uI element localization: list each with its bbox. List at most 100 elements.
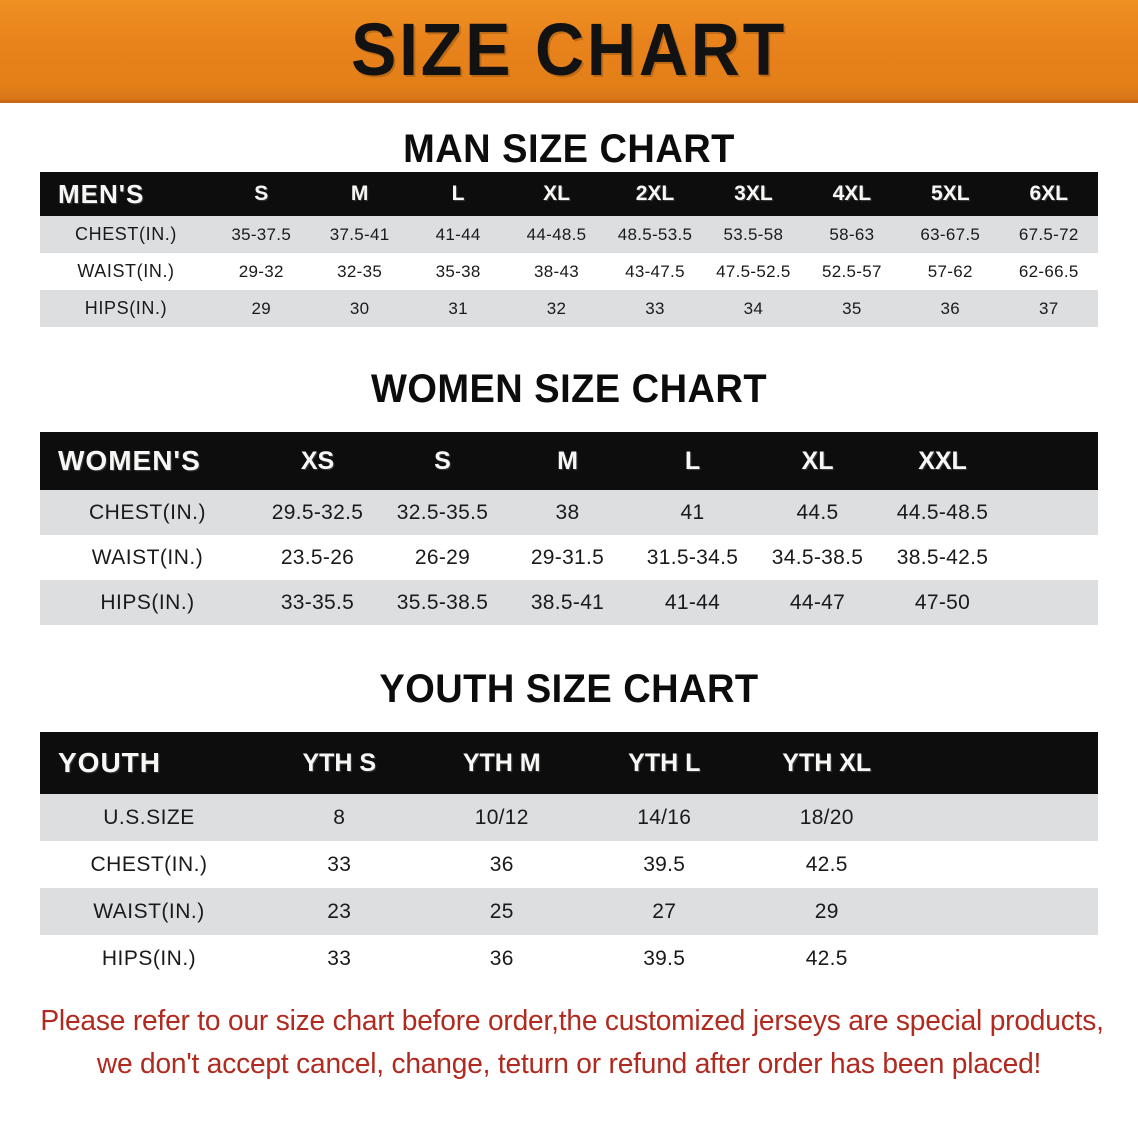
women-cell: 26-29: [380, 535, 505, 580]
women-size-header-xs: XS: [255, 432, 380, 490]
man-size-header-2xl: 2XL: [605, 172, 705, 216]
man-cell: 37: [999, 290, 1098, 327]
youth-cell: 25: [420, 888, 583, 935]
women-section-title: WOMEN SIZE CHART: [370, 367, 768, 411]
women-table-row: CHEST(IN.) 29.5-32.5 32.5-35.5 38 41 44.5 44.5…: [40, 490, 1098, 535]
women-cell: 32.5-35.5: [380, 490, 505, 535]
man-table-body: CHEST(IN.) 35-37.5 37.5-41 41-44 44-48.5 48.5…: [40, 216, 1098, 327]
women-cell: 29.5-32.5: [255, 490, 380, 535]
man-cell: 52.5-57: [802, 253, 902, 290]
page-banner: SIZE CHART: [0, 0, 1138, 103]
youth-row-label: WAIST(IN.): [40, 888, 258, 935]
women-table-header: WOMEN'S XS S M L XL XXL: [40, 432, 1098, 490]
youth-cell: 18/20: [745, 794, 908, 841]
man-cell: 35-37.5: [212, 216, 311, 253]
man-cell: 38-43: [507, 253, 606, 290]
man-size-header-6xl: 6XL: [999, 172, 1098, 216]
youth-cell: 36: [420, 841, 583, 888]
man-cell: 41-44: [408, 216, 508, 253]
youth-cell: 8: [258, 794, 421, 841]
youth-table-header: YOUTH YTH S YTH M YTH L YTH XL: [40, 732, 1098, 794]
women-cell: 35.5-38.5: [380, 580, 505, 625]
youth-size-table: YOUTH YTH S YTH M YTH L YTH XL U.S.SIZE 8 10/…: [40, 732, 1098, 982]
man-cell: 29-32: [212, 253, 311, 290]
man-table-header: MEN'S S M L XL 2XL 3XL 4XL 5XL 6XL: [40, 172, 1098, 216]
man-cell: 35: [802, 290, 902, 327]
man-header-row: MEN'S S M L XL 2XL 3XL 4XL 5XL 6XL: [40, 172, 1098, 216]
man-cell: 43-47.5: [605, 253, 705, 290]
youth-header-filler: [908, 732, 1098, 794]
man-section-title: MAN SIZE CHART: [403, 127, 735, 171]
women-cell: 29-31.5: [505, 535, 630, 580]
women-cell: 34.5-38.5: [755, 535, 880, 580]
women-cell-filler: [1005, 580, 1098, 625]
man-cell: 67.5-72: [999, 216, 1098, 253]
youth-row-label: U.S.SIZE: [40, 794, 258, 841]
women-table-row: WAIST(IN.) 23.5-26 26-29 29-31.5 31.5-34.5 34…: [40, 535, 1098, 580]
youth-cell: 33: [258, 935, 421, 982]
women-cell: 44.5: [755, 490, 880, 535]
youth-table-row: HIPS(IN.) 33 36 39.5 42.5: [40, 935, 1098, 982]
youth-table-body: U.S.SIZE 8 10/12 14/16 18/20 CHEST(IN.) 33 36 39…: [40, 794, 1098, 982]
youth-row-label: HIPS(IN.): [40, 935, 258, 982]
youth-cell: 27: [583, 888, 746, 935]
page-title: SIZE CHART: [350, 8, 788, 91]
man-cell: 36: [901, 290, 1000, 327]
man-size-header-m: M: [310, 172, 409, 216]
women-table-row: HIPS(IN.) 33-35.5 35.5-38.5 38.5-41 41-44 44-…: [40, 580, 1098, 625]
women-size-table-wrap: WOMEN'S XS S M L XL XXL CHEST(IN.) 29.5-32.5 32…: [40, 432, 1098, 625]
women-size-header-m: M: [505, 432, 630, 490]
man-table-row: WAIST(IN.) 29-32 32-35 35-38 38-43 43-47.5 47.…: [40, 253, 1098, 290]
youth-cell: 42.5: [745, 841, 908, 888]
women-cell: 33-35.5: [255, 580, 380, 625]
disclaimer-line-2: we don't accept cancel, change, teturn o…: [96, 1047, 1042, 1080]
women-table-body: CHEST(IN.) 29.5-32.5 32.5-35.5 38 41 44.5 44.5…: [40, 490, 1098, 625]
women-size-header-xl: XL: [755, 432, 880, 490]
youth-size-header-yth-xl: YTH XL: [745, 732, 908, 794]
man-size-table-wrap: MEN'S S M L XL 2XL 3XL 4XL 5XL 6XL CHEST(IN.) 35-…: [40, 172, 1098, 327]
man-size-header-l: L: [408, 172, 508, 216]
youth-cell: 39.5: [583, 935, 746, 982]
man-cell: 48.5-53.5: [605, 216, 705, 253]
youth-cell: 33: [258, 841, 421, 888]
youth-section-title: YOUTH SIZE CHART: [379, 667, 759, 711]
youth-cell: 42.5: [745, 935, 908, 982]
man-row-label: WAIST(IN.): [40, 253, 212, 290]
women-cell: 44.5-48.5: [880, 490, 1005, 535]
women-row-label: HIPS(IN.): [40, 580, 255, 625]
man-cell: 37.5-41: [310, 216, 409, 253]
man-size-header-xl: XL: [507, 172, 606, 216]
women-cell: 44-47: [755, 580, 880, 625]
man-cell: 32: [507, 290, 606, 327]
man-size-header-5xl: 5XL: [901, 172, 1000, 216]
man-cell: 57-62: [901, 253, 1000, 290]
youth-row-label: CHEST(IN.): [40, 841, 258, 888]
youth-table-row: CHEST(IN.) 33 36 39.5 42.5: [40, 841, 1098, 888]
youth-cell: 29: [745, 888, 908, 935]
women-cell: 38.5-41: [505, 580, 630, 625]
man-cell: 62-66.5: [999, 253, 1098, 290]
man-size-header-3xl: 3XL: [704, 172, 803, 216]
women-cell: 31.5-34.5: [630, 535, 755, 580]
youth-cell-filler: [908, 935, 1098, 982]
youth-size-table-wrap: YOUTH YTH S YTH M YTH L YTH XL U.S.SIZE 8 10/…: [40, 732, 1098, 982]
women-corner-label: WOMEN'S: [40, 432, 255, 490]
women-header-filler: [1005, 432, 1098, 490]
man-cell: 58-63: [802, 216, 902, 253]
youth-cell-filler: [908, 888, 1098, 935]
man-cell: 33: [605, 290, 705, 327]
man-size-header-4xl: 4XL: [802, 172, 902, 216]
youth-cell-filler: [908, 794, 1098, 841]
women-cell: 47-50: [880, 580, 1005, 625]
youth-cell: 39.5: [583, 841, 746, 888]
order-policy-disclaimer: Please refer to our size chart before or…: [40, 1000, 1104, 1086]
women-cell: 41-44: [630, 580, 755, 625]
youth-size-header-yth-m: YTH M: [420, 732, 583, 794]
man-row-label: CHEST(IN.): [40, 216, 212, 253]
youth-cell: 10/12: [420, 794, 583, 841]
women-cell: 41: [630, 490, 755, 535]
youth-corner-label: YOUTH: [40, 732, 258, 794]
man-cell: 30: [310, 290, 409, 327]
man-cell: 32-35: [310, 253, 409, 290]
man-cell: 29: [212, 290, 311, 327]
